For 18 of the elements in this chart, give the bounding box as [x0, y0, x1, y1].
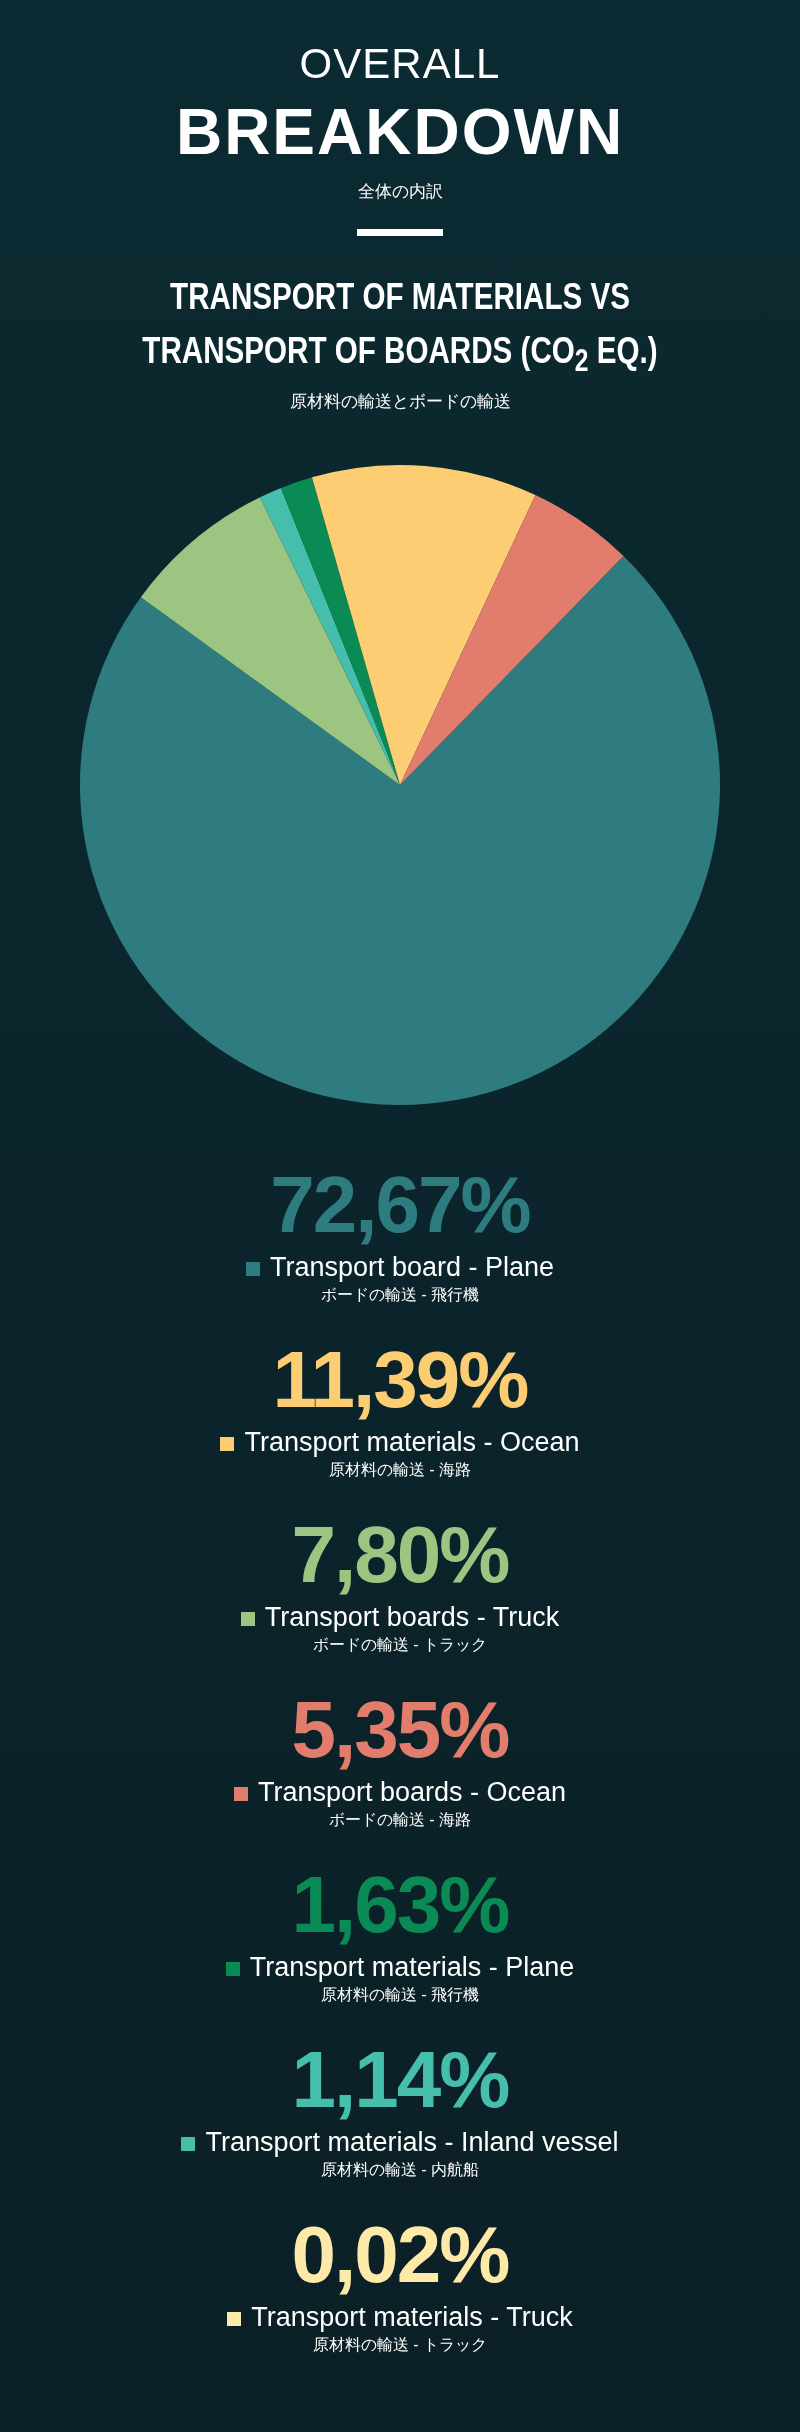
data-label: 11,39% — [271, 1335, 529, 1425]
text: 原材料の輸送とボードの輸送 — [288, 391, 512, 413]
legend-label: Transport boards - Truck ボードの輸送 - トラック — [263, 1601, 561, 1655]
data-label: 5,35% — [290, 1685, 510, 1775]
chart-subtitle: TRANSPORT OF MATERIALS VS TRANSPORT OF BOARDS (CO$_{2}$ EQ.) — [141, 275, 659, 381]
data-label: 0,02% — [290, 2210, 510, 2300]
data-label: 72,67% — [269, 1160, 531, 1250]
legend-label: Transport boards - Ocean ボードの輸送 - 海路 — [256, 1776, 568, 1830]
legend-label: Transport materials - Inland vessel 原材料の輸送 - 内航船 — [204, 2126, 620, 2180]
legend-label: Transport board - Plane ボードの輸送 - 飛行機 — [268, 1251, 556, 1305]
legend-label: Transport materials - Truck 原材料の輸送 - トラック — [250, 2301, 574, 2355]
chart-title: OVERALL BREAKDOWN — [174, 40, 626, 169]
legend-label: Transport materials - Plane 原材料の輸送 - 飛行機 — [248, 1951, 576, 2005]
text: 全体の内訳 — [356, 181, 444, 203]
data-label: 7,80% — [290, 1510, 510, 1600]
legend-label: Transport materials - Ocean 原材料の輸送 - 海路 — [243, 1426, 581, 1480]
data-label: 1,14% — [290, 2035, 510, 2125]
data-label: 1,63% — [290, 1860, 510, 1950]
